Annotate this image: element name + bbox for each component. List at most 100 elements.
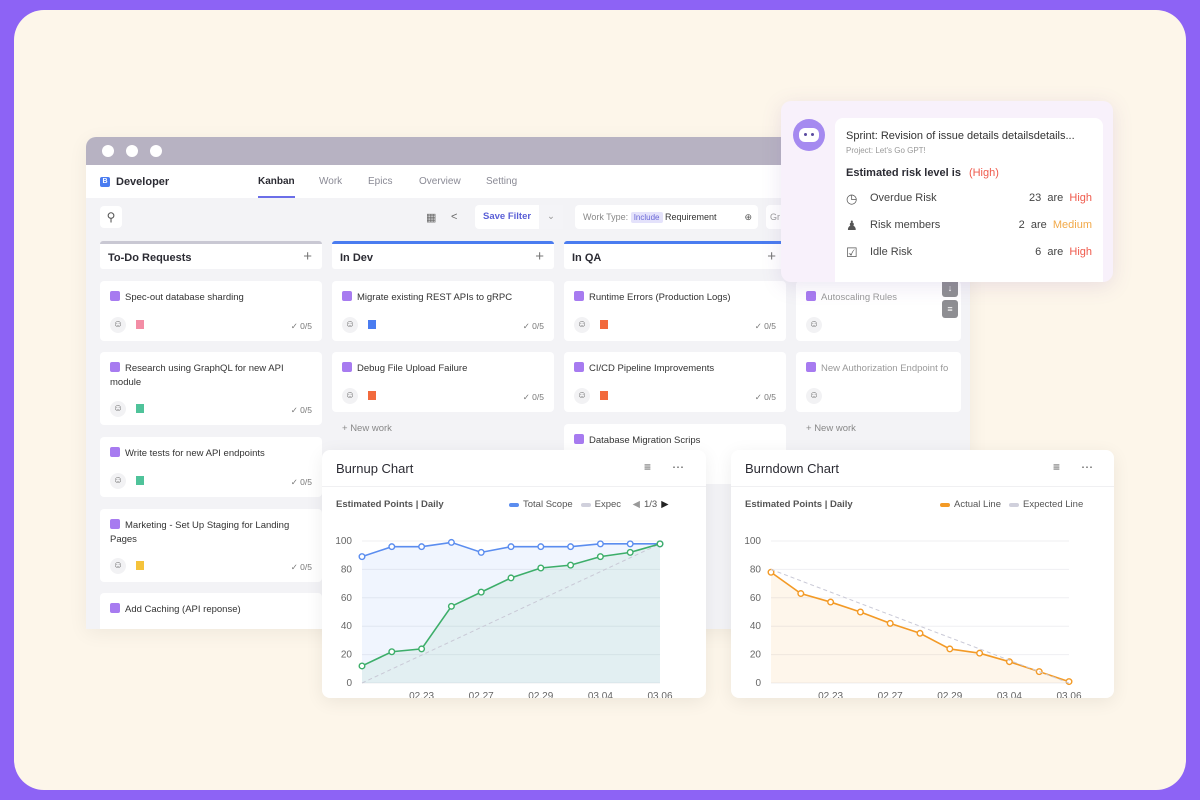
card-title: Research using GraphQL for new API modul… — [110, 363, 284, 388]
legend-item[interactable]: Expected Line — [1023, 499, 1084, 510]
requirement-icon — [574, 291, 584, 301]
flag-icon[interactable] — [600, 391, 608, 400]
flag-icon[interactable] — [368, 391, 376, 400]
user-icon[interactable]: ☺ — [342, 388, 358, 404]
subtask-progress: ✓ 0/5 — [754, 321, 776, 331]
user-icon[interactable]: ☺ — [806, 388, 822, 404]
risk-row-idle[interactable]: ☑ Idle Risk 6 are High — [846, 239, 1092, 266]
more-icon[interactable]: ⋯ — [1081, 460, 1093, 474]
task-card[interactable]: Runtime Errors (Production Logs) ☺ ✓ 0/5 — [564, 281, 786, 341]
task-card[interactable]: Research using GraphQL for new API modul… — [100, 352, 322, 425]
collapse-icon[interactable]: ↓ — [942, 279, 958, 297]
data-point — [447, 538, 455, 546]
add-card-icon[interactable]: + — [303, 248, 312, 265]
task-card[interactable]: Write tests for new API endpoints ☺ ✓ 0/5 — [100, 437, 322, 497]
task-card[interactable]: Migrate existing REST APIs to gRPC ☺ ✓ 0/… — [332, 281, 554, 341]
window-dot[interactable] — [126, 145, 138, 157]
chart-subtitle: Estimated Points | Daily — [336, 499, 444, 510]
panel-title: Burndown Chart — [745, 461, 839, 476]
flag-icon[interactable] — [600, 320, 608, 329]
share-icon[interactable]: < — [451, 211, 458, 223]
flag-icon[interactable] — [136, 476, 144, 485]
user-icon[interactable]: ☺ — [574, 317, 590, 333]
grid-view-icon[interactable]: ▦ — [426, 212, 437, 224]
flag-icon[interactable] — [136, 561, 144, 570]
chart-settings-icon[interactable]: ≡ — [1053, 460, 1061, 474]
subtask-progress: ✓ 0/5 — [290, 321, 312, 331]
data-point — [388, 648, 396, 656]
risk-row-members[interactable]: ♟ Risk members 2 are Medium — [846, 212, 1092, 239]
data-point — [886, 619, 894, 627]
window-dot[interactable] — [102, 145, 114, 157]
user-icon[interactable]: ☺ — [110, 317, 126, 333]
tab-kanban[interactable]: Kanban — [258, 176, 295, 198]
y-tick-label: 100 — [335, 536, 352, 547]
task-card[interactable]: Debug File Upload Failure ☺ ✓ 0/5 — [332, 352, 554, 412]
new-work-button[interactable]: + New work — [342, 423, 392, 434]
task-card[interactable]: Spec-out database sharding ☺ ✓ 0/5 — [100, 281, 322, 341]
y-tick-label: 40 — [750, 621, 762, 632]
card-title: Migrate existing REST APIs to gRPC — [357, 292, 513, 303]
data-point — [507, 543, 515, 551]
tab-setting[interactable]: Setting — [486, 176, 518, 187]
users-icon: ♟ — [846, 218, 858, 233]
tab-overview[interactable]: Overview — [419, 176, 461, 187]
user-icon[interactable]: ☺ — [574, 388, 590, 404]
data-point — [656, 540, 664, 548]
save-filter-button[interactable]: Save Filter ⌄ — [475, 205, 563, 229]
task-card[interactable]: Marketing - Set Up Staging for Landing P… — [100, 509, 322, 582]
add-card-icon[interactable]: + — [535, 248, 544, 265]
chart-legend: Total Scope Expec ◀ 1/3 ▶ — [509, 499, 669, 510]
data-point — [388, 543, 396, 551]
data-point — [827, 598, 835, 606]
requirement-icon — [806, 362, 816, 372]
risk-assistant-popup: Sprint: Revision of issue details detail… — [781, 101, 1113, 282]
flag-icon[interactable] — [368, 320, 376, 329]
data-point — [477, 588, 485, 596]
risk-row-overdue[interactable]: ◷ Overdue Risk 23 are High — [846, 185, 1092, 212]
task-card[interactable]: New Authorization Endpoint fo ☺ — [796, 352, 961, 412]
card-title: Autoscaling Rules — [821, 292, 898, 303]
x-tick-label: 02.29 — [937, 691, 962, 698]
chevron-down-icon[interactable]: ⌄ — [539, 205, 563, 229]
x-tick-label: 02.27 — [469, 691, 494, 698]
legend-item[interactable]: Total Scope — [523, 499, 573, 510]
data-point — [477, 548, 485, 556]
user-icon[interactable]: ☺ — [342, 317, 358, 333]
x-tick-label: 03.06 — [647, 691, 672, 698]
data-point — [358, 662, 366, 670]
user-icon[interactable]: ☺ — [110, 401, 126, 417]
user-icon[interactable]: ☺ — [110, 558, 126, 574]
next-page-icon[interactable]: ▶ — [661, 499, 669, 510]
task-card[interactable]: Autoscaling Rules ☺ — [796, 281, 961, 341]
user-icon[interactable]: ☺ — [806, 317, 822, 333]
tab-epics[interactable]: Epics — [368, 176, 393, 187]
search-icon[interactable]: ⚲ — [100, 206, 122, 228]
card-title: CI/CD Pipeline Improvements — [589, 363, 715, 374]
y-tick-label: 60 — [341, 593, 353, 604]
prev-page-icon[interactable]: ◀ — [632, 499, 640, 510]
user-icon[interactable]: ☺ — [110, 473, 126, 489]
tree-view-icon[interactable]: ≡ — [942, 300, 958, 318]
legend-item[interactable]: Expec — [594, 499, 622, 510]
column-title: To-Do Requests — [108, 252, 192, 264]
data-point — [507, 574, 515, 582]
add-filter-icon[interactable]: ⊕ — [744, 212, 752, 222]
tab-work[interactable]: Work — [319, 176, 343, 187]
add-card-icon[interactable]: + — [767, 248, 776, 265]
task-card[interactable]: CI/CD Pipeline Improvements ☺ ✓ 0/5 — [564, 352, 786, 412]
flag-icon[interactable] — [136, 320, 144, 329]
data-point — [916, 629, 924, 637]
chart-settings-icon[interactable]: ≡ — [644, 460, 652, 474]
more-icon[interactable]: ⋯ — [672, 460, 684, 474]
work-type-filter[interactable]: Work Type: Include Requirement ⊕ — [575, 205, 758, 229]
flag-icon[interactable] — [136, 404, 144, 413]
task-card[interactable]: Add Caching (API reponse) — [100, 593, 322, 629]
window-dot[interactable] — [150, 145, 162, 157]
project-brand[interactable]: B Developer — [100, 176, 169, 188]
legend-item[interactable]: Actual Line — [954, 499, 1002, 510]
data-point — [946, 645, 954, 653]
new-work-button[interactable]: + New work — [806, 423, 856, 434]
filter-label: Work Type: — [583, 212, 629, 222]
legend-pager: 1/3 — [643, 499, 658, 510]
